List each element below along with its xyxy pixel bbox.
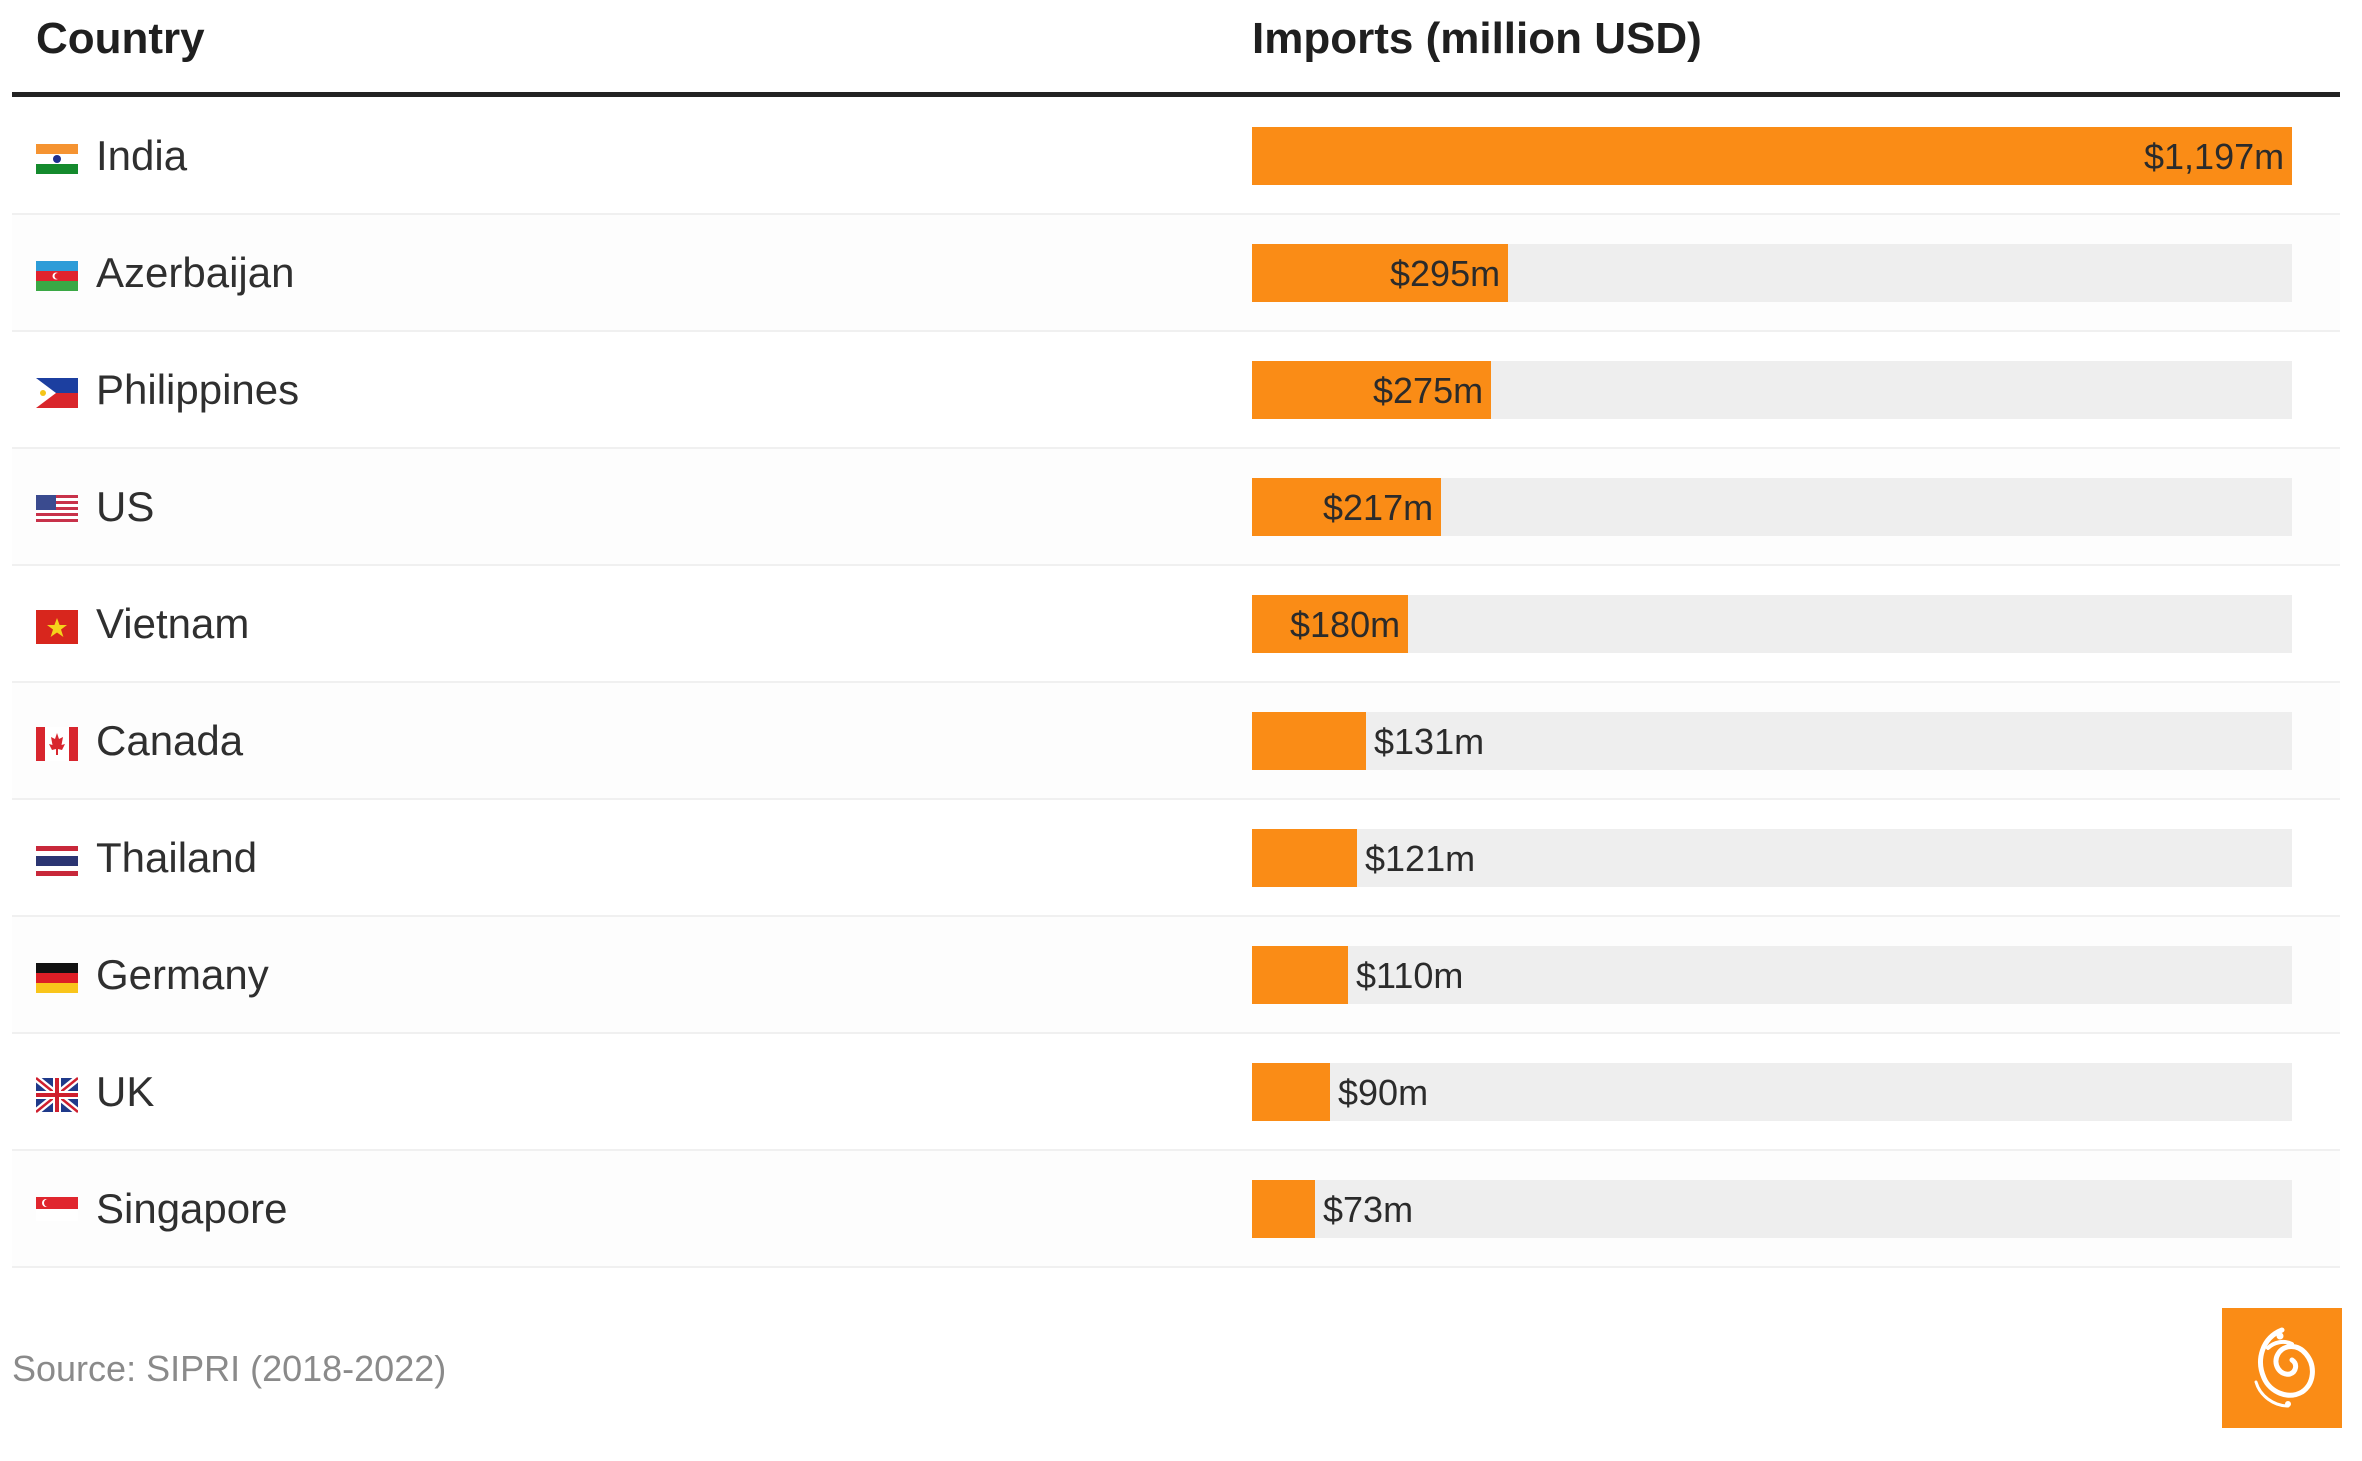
value-label: $1,197m (2144, 136, 2285, 177)
bar (1252, 946, 1348, 1004)
value-label: $73m (1323, 1189, 1414, 1230)
india-flag-icon (36, 138, 78, 180)
table-header: Country Imports (million USD) (0, 0, 2362, 98)
bar-track: $217m (1252, 478, 2292, 536)
table-row: Germany $110m (12, 917, 2340, 1034)
table-row: UK $90m (12, 1034, 2340, 1151)
singapore-flag-icon (36, 1191, 78, 1233)
column-header-country: Country (36, 14, 205, 63)
bar (1252, 127, 2292, 185)
bar (1252, 361, 1491, 419)
philippines-flag-icon (36, 372, 78, 414)
al-jazeera-logo-icon (2222, 1308, 2342, 1428)
vietnam-flag-icon (36, 606, 78, 648)
country-name: Azerbaijan (96, 249, 295, 296)
header-divider (12, 92, 2340, 97)
value-label: $217m (1323, 487, 1434, 528)
country-name: UK (96, 1068, 155, 1115)
column-header-imports: Imports (million USD) (1252, 14, 1702, 63)
canada-flag-icon (36, 723, 78, 765)
bar (1252, 712, 1366, 770)
country-name: Thailand (96, 834, 258, 881)
bar (1252, 1063, 1330, 1121)
bar-track: $121m (1252, 829, 2292, 887)
us-flag-icon (36, 489, 78, 531)
bar-track: $110m (1252, 946, 2292, 1004)
thailand-flag-icon (36, 840, 78, 882)
bar-chart-rows: India $1,197m Azerbaijan $295m Philippines $2… (12, 98, 2340, 1268)
country-name: US (96, 483, 155, 530)
country-name: India (96, 132, 188, 179)
bar-track: $73m (1252, 1180, 2292, 1238)
country-name: Germany (96, 951, 269, 998)
source-note: Source: SIPRI (2018-2022) (12, 1348, 447, 1389)
bar (1252, 1180, 1315, 1238)
table-row: India $1,197m (12, 98, 2340, 215)
bar-track: $131m (1252, 712, 2292, 770)
bar (1252, 595, 1408, 653)
bar-track: $295m (1252, 244, 2292, 302)
value-label: $275m (1373, 370, 1484, 411)
table-row: Vietnam $180m (12, 566, 2340, 683)
table-row: Singapore $73m (12, 1151, 2340, 1268)
country-name: Philippines (96, 366, 300, 413)
value-label: $131m (1374, 721, 1485, 762)
germany-flag-icon (36, 957, 78, 999)
table-row: Canada $131m (12, 683, 2340, 800)
bar-track: $180m (1252, 595, 2292, 653)
value-label: $180m (1290, 604, 1401, 645)
bar-track: $90m (1252, 1063, 2292, 1121)
table-row: Thailand $121m (12, 800, 2340, 917)
value-label: $295m (1390, 253, 1501, 294)
bar (1252, 829, 1357, 887)
value-label: $110m (1356, 955, 1464, 996)
country-name: Vietnam (96, 600, 250, 647)
country-name: Singapore (96, 1185, 288, 1232)
bar (1252, 478, 1441, 536)
table-row: Azerbaijan $295m (12, 215, 2340, 332)
bar-track: $1,197m (1252, 127, 2292, 185)
bar (1252, 244, 1508, 302)
value-label: $121m (1365, 838, 1476, 879)
country-name: Canada (96, 717, 244, 764)
table-row: US $217m (12, 449, 2340, 566)
azerbaijan-flag-icon (36, 255, 78, 297)
table-row: Philippines $275m (12, 332, 2340, 449)
uk-flag-icon (36, 1074, 78, 1116)
value-label: $90m (1338, 1072, 1429, 1113)
bar-track: $275m (1252, 361, 2292, 419)
